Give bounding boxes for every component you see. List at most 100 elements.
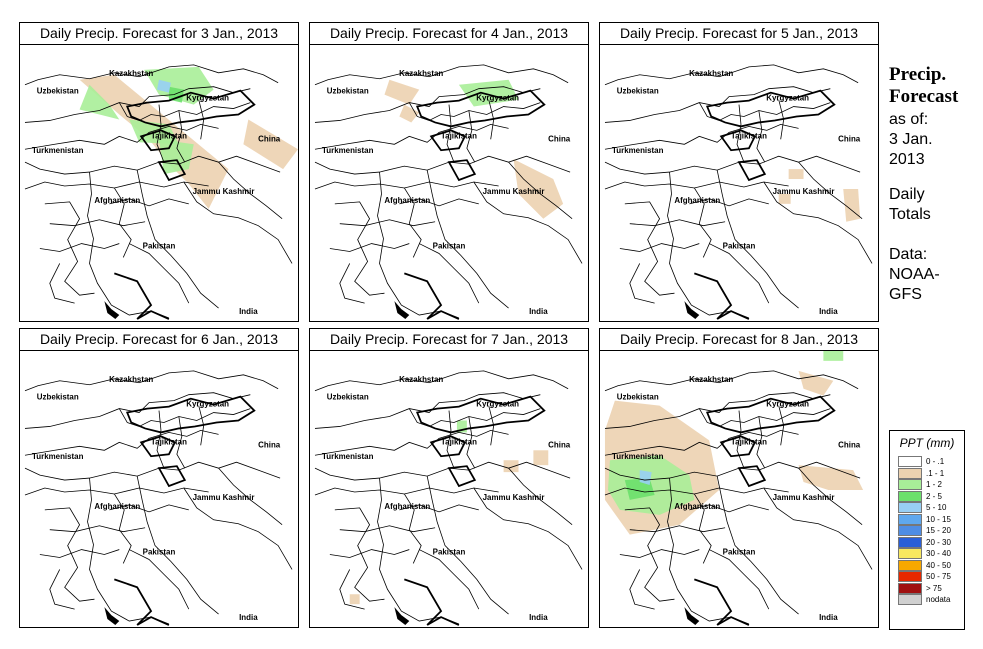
admin-border bbox=[604, 155, 861, 175]
country-label: Uzbekistan bbox=[327, 87, 369, 96]
as-of-date-line-2: 2013 bbox=[889, 151, 925, 168]
admin-border bbox=[408, 408, 541, 427]
admin-border bbox=[24, 487, 209, 496]
admin-border bbox=[629, 525, 726, 533]
legend-label: 50 - 75 bbox=[926, 572, 951, 581]
legend-item: .1 - 1 bbox=[890, 467, 964, 480]
admin-border bbox=[129, 549, 190, 610]
admin-border bbox=[39, 549, 120, 558]
country-label: China bbox=[548, 134, 571, 143]
forecast-map-jan-4: Kazakhstan Uzbekistan Kyrgyzstan Tajikistan… bbox=[314, 64, 583, 320]
admin-border bbox=[314, 181, 499, 190]
legend-item: 50 - 75 bbox=[890, 571, 964, 583]
coastline bbox=[394, 607, 410, 626]
precip-area bbox=[503, 460, 519, 473]
admin-border bbox=[619, 549, 700, 558]
admin-border bbox=[329, 549, 410, 558]
legend-label: > 75 bbox=[926, 583, 942, 593]
legend-item: 1 - 2 bbox=[890, 479, 964, 491]
country-label: India bbox=[819, 613, 838, 622]
admin-border bbox=[446, 104, 455, 163]
country-label: Afghanistan bbox=[384, 502, 430, 511]
country-label: India bbox=[239, 613, 258, 622]
admin-border bbox=[419, 243, 480, 304]
daily-label: Daily bbox=[889, 186, 925, 203]
panel-title: Daily Precip. Forecast for 8 Jan., 2013 bbox=[600, 329, 878, 351]
country-label: Turkmenistan bbox=[612, 146, 664, 155]
legend-item: 15 - 20 bbox=[890, 525, 964, 537]
legend-label: 30 - 40 bbox=[926, 549, 951, 558]
country-border bbox=[694, 272, 733, 320]
admin-border bbox=[473, 181, 583, 264]
admin-border bbox=[399, 504, 479, 513]
legend-item: 10 - 15 bbox=[890, 513, 964, 526]
country-label: Afghanistan bbox=[94, 502, 140, 511]
admin-border bbox=[87, 478, 170, 625]
country-label: Turkmenistan bbox=[612, 452, 664, 461]
admin-border bbox=[44, 201, 95, 296]
legend-label: nodata bbox=[926, 595, 951, 604]
country-label: Tajikistan bbox=[151, 437, 187, 446]
forecast-panel-jan-7: Daily Precip. Forecast for 7 Jan., 2013 … bbox=[309, 328, 589, 628]
country-label: Afghanistan bbox=[384, 196, 430, 205]
country-border bbox=[139, 435, 177, 458]
data-label: Data: bbox=[889, 246, 928, 263]
admin-border bbox=[629, 219, 726, 227]
admin-border bbox=[629, 569, 655, 610]
coastline bbox=[394, 301, 410, 320]
admin-border bbox=[118, 408, 251, 427]
country-label: Kazakhstan bbox=[109, 375, 153, 384]
legend-item: 0 - .1 bbox=[890, 456, 964, 468]
country-border bbox=[719, 435, 757, 458]
precip-area bbox=[798, 370, 834, 396]
country-border bbox=[136, 310, 170, 320]
precip-area bbox=[144, 66, 214, 105]
admin-border bbox=[698, 102, 831, 121]
legend-label: 20 - 30 bbox=[926, 537, 951, 547]
country-border bbox=[737, 465, 767, 488]
admin-border bbox=[619, 243, 700, 252]
admin-border bbox=[667, 172, 750, 319]
admin-border bbox=[113, 187, 132, 258]
country-label: India bbox=[239, 307, 258, 316]
heading-line-2: Forecast bbox=[889, 86, 959, 107]
country-label: Jammu Kashmir bbox=[773, 493, 835, 502]
admin-border bbox=[426, 170, 509, 309]
country-border bbox=[429, 435, 467, 458]
admin-border bbox=[624, 507, 675, 602]
country-border bbox=[139, 129, 177, 152]
country-border bbox=[416, 395, 546, 434]
legend-swatch bbox=[898, 525, 922, 536]
country-label: Jammu Kashmir bbox=[483, 493, 545, 502]
admin-border bbox=[136, 170, 219, 309]
admin-border bbox=[314, 461, 571, 481]
data-source-line-1: NOAA- bbox=[889, 266, 940, 283]
admin-border bbox=[314, 124, 509, 150]
precip-area bbox=[159, 139, 194, 175]
admin-border bbox=[798, 467, 863, 526]
country-border bbox=[126, 89, 256, 128]
legend-title: PPT (mm) bbox=[899, 436, 955, 450]
country-border bbox=[404, 272, 443, 320]
precip-area bbox=[788, 169, 804, 180]
heading-line-1: Precip. bbox=[889, 64, 947, 85]
admin-border bbox=[49, 263, 75, 304]
admin-border bbox=[466, 416, 476, 469]
admin-border bbox=[604, 370, 859, 392]
country-label: China bbox=[258, 134, 281, 143]
admin-border bbox=[756, 416, 766, 469]
country-label: Turkmenistan bbox=[32, 146, 84, 155]
country-border bbox=[694, 578, 733, 626]
country-border bbox=[416, 89, 546, 128]
admin-border bbox=[24, 155, 281, 175]
country-label: Pakistan bbox=[143, 242, 176, 251]
forecast-date-block: as of: 3 Jan. 2013 bbox=[889, 110, 933, 170]
admin-border bbox=[329, 243, 410, 252]
admin-border bbox=[709, 243, 770, 304]
admin-border bbox=[49, 569, 75, 610]
country-label: Kazakhstan bbox=[399, 375, 443, 384]
country-label: Tajikistan bbox=[441, 131, 477, 140]
admin-border bbox=[716, 476, 799, 615]
country-label: China bbox=[548, 440, 571, 449]
legend-item: nodata bbox=[890, 594, 964, 606]
